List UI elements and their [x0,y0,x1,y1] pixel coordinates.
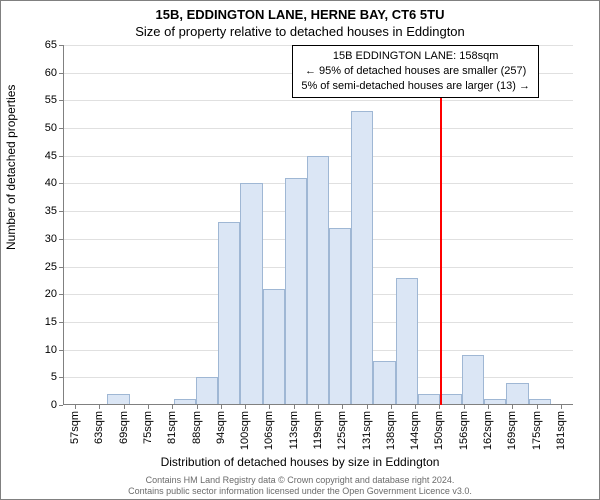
y-tick-label: 35 [45,205,63,217]
y-axis-label: Number of detached properties [4,85,18,250]
x-tick-label: 156sqm [458,405,470,450]
x-tick-label: 113sqm [288,405,300,449]
marker-layer [63,45,573,405]
y-tick-label: 5 [51,371,63,383]
y-tick-label: 20 [45,288,63,300]
y-tick-label: 45 [45,150,63,162]
y-axis-line [63,45,64,405]
reference-marker-line [440,45,442,405]
x-tick-label: 181sqm [555,405,567,450]
annotation-line-3: 5% of semi-detached houses are larger (1… [301,79,530,94]
x-tick-label: 63sqm [93,405,105,444]
annotation-line-1: 15B EDDINGTON LANE: 158sqm [301,49,530,64]
x-tick-label: 88sqm [191,405,203,444]
x-axis-label: Distribution of detached houses by size … [1,455,599,469]
y-tick-label: 15 [45,316,63,328]
annotation-box: 15B EDDINGTON LANE: 158sqm ← 95% of deta… [292,45,539,98]
footer-line-1: Contains HM Land Registry data © Crown c… [1,475,599,486]
y-tick-label: 10 [45,344,63,356]
x-tick-label: 150sqm [433,405,445,450]
y-tick-label: 55 [45,94,63,106]
y-tick-label: 50 [45,122,63,134]
x-tick-label: 57sqm [69,405,81,444]
x-tick-label: 131sqm [361,405,373,450]
chart-container: 15B, EDDINGTON LANE, HERNE BAY, CT6 5TU … [0,0,600,500]
chart-title-sub: Size of property relative to detached ho… [1,22,599,39]
y-tick-label: 60 [45,67,63,79]
x-tick-label: 119sqm [312,405,324,449]
y-tick-label: 30 [45,233,63,245]
x-tick-label: 94sqm [215,405,227,444]
x-tick-label: 125sqm [336,405,348,450]
y-tick-label: 40 [45,177,63,189]
x-tick-label: 175sqm [531,405,543,450]
x-tick-label: 138sqm [385,405,397,450]
x-tick-label: 106sqm [263,405,275,450]
x-tick-label: 81sqm [166,405,178,444]
y-tick-label: 25 [45,261,63,273]
chart-title-main: 15B, EDDINGTON LANE, HERNE BAY, CT6 5TU [1,1,599,22]
x-tick-label: 100sqm [239,405,251,450]
footer-line-2: Contains public sector information licen… [1,486,599,497]
y-tick-label: 0 [51,399,63,411]
footer: Contains HM Land Registry data © Crown c… [1,475,599,497]
x-tick-label: 162sqm [482,405,494,450]
x-tick-label: 69sqm [118,405,130,444]
plot-area: 0510152025303540455055606557sqm63sqm69sq… [63,45,573,405]
x-tick-label: 169sqm [506,405,518,450]
annotation-line-2: ← 95% of detached houses are smaller (25… [301,64,530,79]
x-tick-label: 75sqm [142,405,154,444]
x-tick-label: 144sqm [409,405,421,450]
y-tick-label: 65 [45,39,63,51]
